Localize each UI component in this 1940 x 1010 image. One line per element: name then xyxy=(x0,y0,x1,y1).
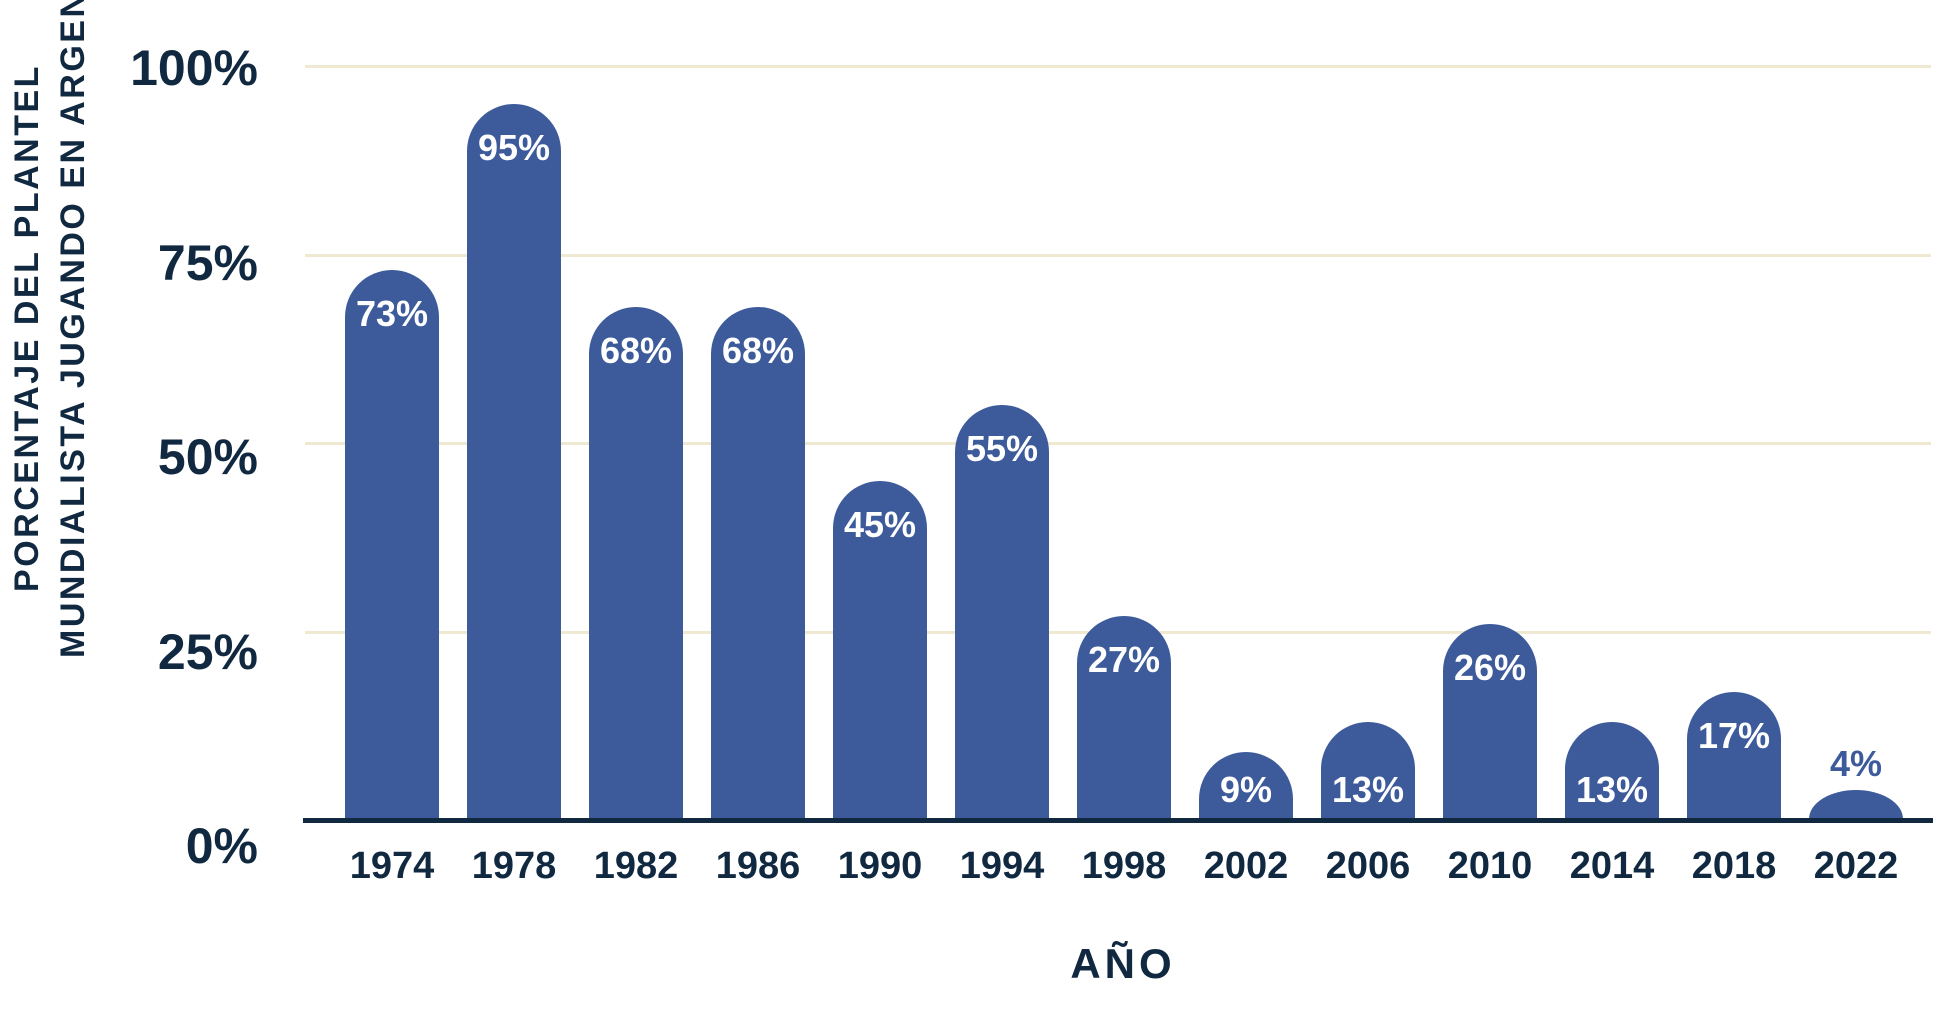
bar-value-label-2002: 9% xyxy=(1219,769,1273,810)
bar-2014 xyxy=(1565,722,1659,819)
x-tick-2014: 2014 xyxy=(1569,845,1655,887)
gridline-100 xyxy=(305,65,1931,68)
gridline-50 xyxy=(305,442,1931,445)
bar-2018 xyxy=(1687,692,1781,819)
y-tick-50pct: 50% xyxy=(157,429,258,485)
gridline-75 xyxy=(305,253,1931,257)
bar-value-label-2018: 17% xyxy=(1697,715,1771,756)
bar-2002 xyxy=(1199,752,1293,819)
bar-1986 xyxy=(711,307,805,819)
x-tick-2018: 2018 xyxy=(1691,845,1777,887)
x-axis-line xyxy=(303,818,1933,823)
y-tick-25pct: 25% xyxy=(157,623,258,680)
bar-value-label-1994: 55% xyxy=(965,428,1039,469)
bar-1990 xyxy=(833,481,927,819)
bar-value-label-1990: 45% xyxy=(843,504,917,545)
y-axis-title-line-1: PORCENTAJE DEL PLANTEL xyxy=(8,64,46,592)
x-tick-1990: 1990 xyxy=(837,845,923,887)
bar-1982 xyxy=(589,307,683,819)
bar-2022 xyxy=(1809,790,1903,819)
x-axis-title: AÑO xyxy=(1070,940,1176,987)
y-axis-title: PORCENTAJE DEL PLANTEL MUNDIALISTA JUGAN… xyxy=(4,0,96,658)
x-tick-2022: 2022 xyxy=(1813,845,1899,887)
x-tick-2002: 2002 xyxy=(1203,845,1289,887)
x-tick-1974: 1974 xyxy=(349,845,435,887)
x-tick-1994: 1994 xyxy=(959,845,1045,887)
x-tick-1982: 1982 xyxy=(593,845,679,887)
bar-value-label-1974: 73% xyxy=(355,293,429,334)
x-tick-1998: 1998 xyxy=(1081,845,1167,887)
bar-value-label-1998: 27% xyxy=(1087,639,1161,680)
y-axis-title-line-2: MUNDIALISTA JUGANDO EN ARGENTINA xyxy=(54,0,92,658)
x-tick-2006: 2006 xyxy=(1325,845,1411,887)
bar-1998 xyxy=(1077,616,1171,819)
x-tick-2010: 2010 xyxy=(1447,845,1533,887)
y-tick-75pct: 75% xyxy=(157,234,258,291)
x-tick-1986: 1986 xyxy=(715,845,801,887)
bar-value-label-2010: 26% xyxy=(1453,647,1527,688)
bar-value-label-1982: 68% xyxy=(599,330,673,371)
bar-1974 xyxy=(345,270,439,819)
bar-value-label-1986: 68% xyxy=(721,330,795,371)
bar-2010 xyxy=(1443,624,1537,819)
bar-1978 xyxy=(467,104,561,819)
bar-value-label-2014: 13% xyxy=(1575,769,1649,810)
bar-1994 xyxy=(955,405,1049,819)
x-tick-1978: 1978 xyxy=(471,845,557,887)
y-tick-0pct: 0% xyxy=(185,818,258,874)
y-tick-100pct: 100% xyxy=(130,40,258,96)
bar-2006 xyxy=(1321,722,1415,819)
bar-value-label-2022: 4% xyxy=(1829,743,1883,784)
bar-value-label-1978: 95% xyxy=(477,127,551,168)
bar-value-label-2006: 13% xyxy=(1331,769,1405,810)
